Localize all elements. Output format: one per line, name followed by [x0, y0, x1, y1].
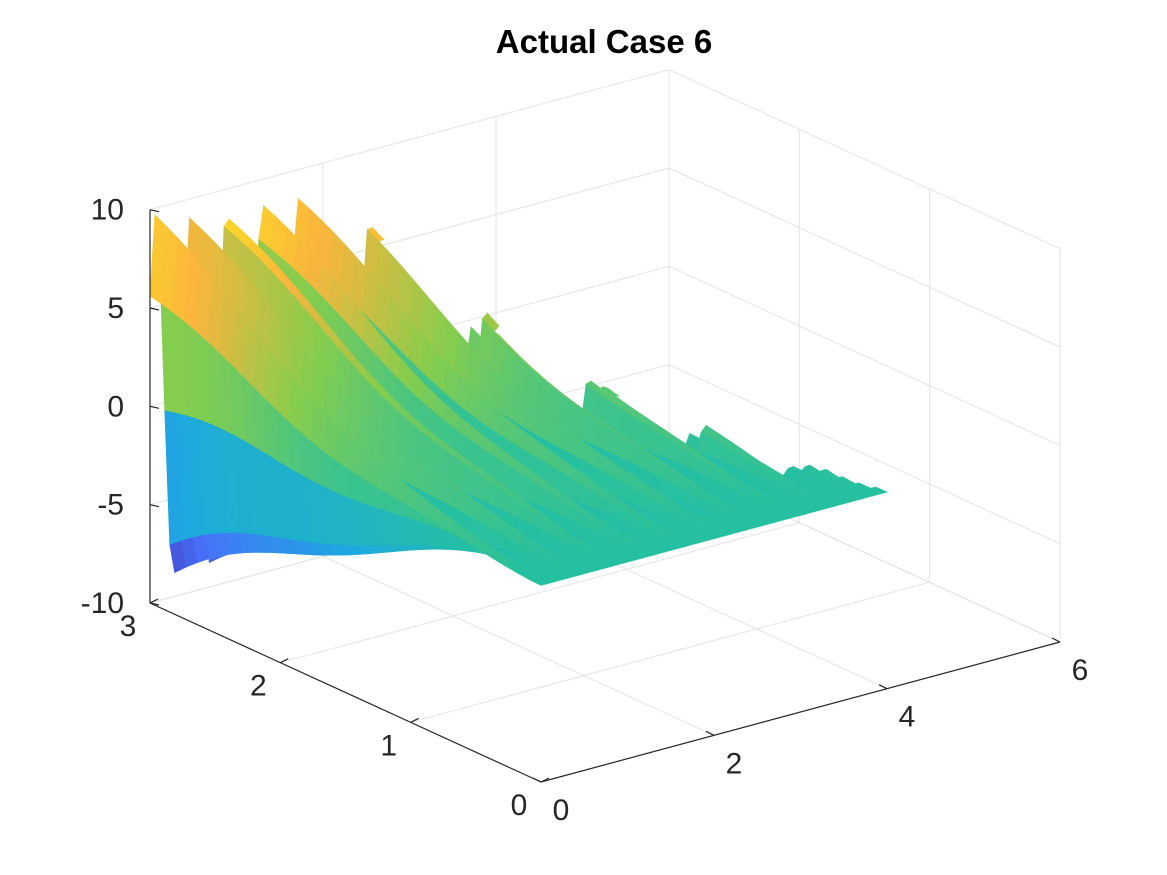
- y-tick-label: 1: [380, 729, 397, 762]
- grid-line: [668, 364, 1061, 545]
- x-tick-mark: [705, 730, 715, 736]
- z-tick-label: 10: [91, 194, 124, 227]
- grid-line: [410, 581, 930, 723]
- grid-line: [668, 69, 1061, 250]
- y-tick-label: 2: [250, 670, 267, 703]
- z-tick-mark: [149, 405, 160, 409]
- grid-line: [280, 522, 800, 664]
- y-tick-mark: [280, 658, 289, 664]
- x-tick-mark: [1051, 637, 1061, 643]
- z-tick-label: 0: [107, 390, 124, 423]
- z-tick-label: 5: [107, 292, 124, 325]
- y-axis-line: [149, 602, 542, 783]
- grid-line: [322, 555, 715, 736]
- x-tick-label: 6: [1072, 654, 1089, 687]
- y-tick-mark: [149, 598, 159, 604]
- x-tick-label: 0: [553, 794, 570, 827]
- grid-line: [668, 167, 1061, 348]
- z-tick-mark: [149, 209, 160, 213]
- z-tick-label: -10: [81, 587, 124, 620]
- x-tick-mark: [878, 684, 888, 690]
- surface-facet: [528, 577, 547, 586]
- grid-line: [668, 265, 1061, 446]
- z-tick-label: -5: [97, 489, 124, 522]
- x-tick-label: 4: [899, 701, 916, 734]
- tick-labels: 0 2 4 6 0 1 2 3-10 -5 0 5 10: [81, 194, 1089, 827]
- surface-plot: [149, 197, 889, 586]
- z-tick-mark: [149, 307, 160, 311]
- chart-title: Actual Case 6: [496, 23, 712, 60]
- y-tick-label: 3: [120, 610, 137, 643]
- z-tick-mark: [149, 602, 160, 606]
- z-tick-mark: [149, 504, 160, 508]
- grid-line: [149, 69, 670, 211]
- y-tick-label: 0: [511, 789, 528, 822]
- x-tick-label: 2: [726, 747, 743, 780]
- y-tick-mark: [540, 777, 550, 783]
- y-tick-mark: [410, 717, 419, 723]
- axes: [149, 209, 1061, 783]
- x-axis-line: [540, 641, 1061, 783]
- x-tick-mark: [532, 777, 542, 783]
